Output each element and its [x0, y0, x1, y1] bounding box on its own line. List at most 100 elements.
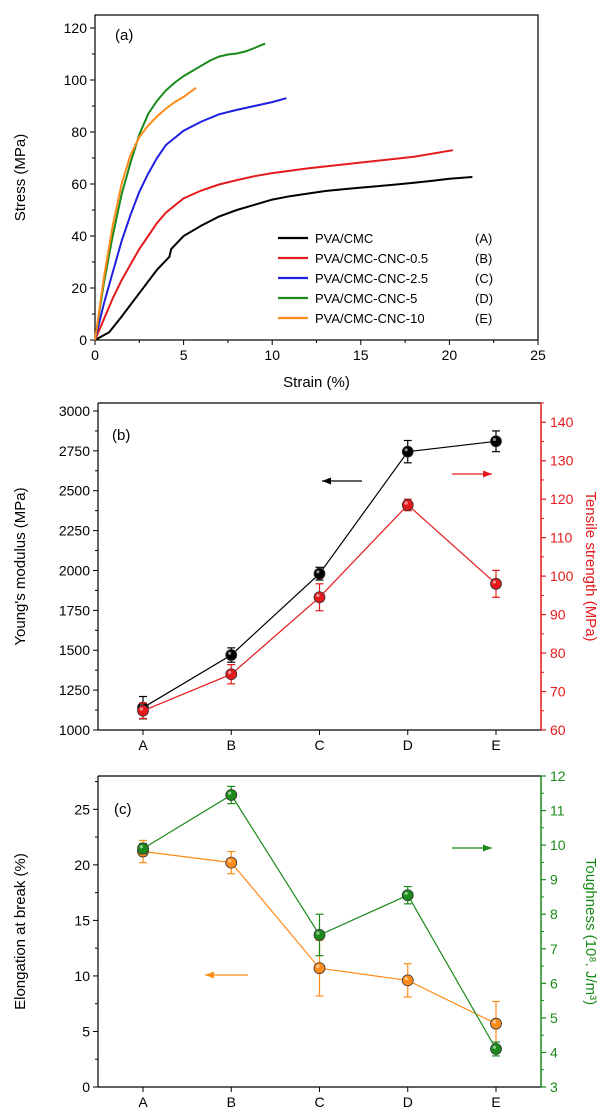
b-data-point-A [137, 704, 149, 717]
c-y-tick-label-15: 15 [74, 912, 90, 928]
b-y-tick-label-2750: 2750 [59, 443, 90, 459]
b-x-tick-label-C: C [314, 737, 324, 753]
c-data-point-D [401, 889, 414, 902]
c-y2-tick-label-10: 10 [550, 837, 566, 853]
legend-tag-0: (A) [475, 231, 492, 246]
b-y-tick-label-1000: 1000 [59, 722, 90, 738]
b-y-tick-label-1250: 1250 [59, 682, 90, 698]
c-point-highlight [316, 964, 320, 968]
c-y2-tick-label-8: 8 [550, 906, 558, 922]
b-y-tick-label-3000: 3000 [59, 403, 90, 419]
b-x-tick-label-B: B [227, 737, 236, 753]
c-y-tick-label-25: 25 [74, 801, 90, 817]
b-data-point-E [490, 435, 502, 448]
y-tick-label-40: 40 [71, 228, 87, 244]
legend-label-3: PVA/CMC-CNC-5 [315, 291, 417, 306]
series-line-E [94, 86, 197, 341]
panel-label-a: (a) [115, 27, 133, 44]
b-point-highlight [492, 580, 496, 584]
series-line-B [94, 149, 454, 341]
c-point-highlight [316, 931, 320, 935]
c-data-point-C [313, 962, 326, 975]
c-y2-tick-label-7: 7 [550, 941, 558, 957]
b-y-tick-label-1500: 1500 [59, 642, 90, 658]
c-y2-tick-label-11: 11 [550, 803, 565, 819]
b-y-axis-label: Young's modulus (MPa) [12, 487, 29, 645]
c-y-tick-label-10: 10 [74, 968, 90, 984]
b-y-tick-label-2000: 2000 [59, 562, 90, 578]
c-x-tick-label-B: B [227, 1094, 236, 1110]
c-data-point-B [225, 789, 238, 801]
c-data-point-E [490, 1017, 502, 1030]
b-y2-tick-label-90: 90 [550, 607, 566, 623]
legend-tag-4: (E) [475, 311, 492, 326]
b-point-highlight [228, 651, 232, 655]
c-point-highlight [404, 976, 408, 981]
c-data-point-A [137, 842, 149, 855]
c-x-tick-label-A: A [138, 1094, 148, 1110]
c-data-point-D [401, 974, 414, 987]
c-point-highlight [404, 891, 408, 896]
b-axis-arrow-1-head [483, 470, 492, 478]
c-y2-tick-label-6: 6 [550, 975, 558, 991]
c-point-highlight [228, 859, 232, 863]
b-y2-tick-label-130: 130 [550, 453, 574, 469]
y-tick-label-0: 0 [79, 332, 87, 348]
legend-label-0: PVA/CMC [315, 231, 373, 246]
c-y2-axis-label: Toughness (10⁸. J/m³) [582, 858, 599, 1005]
b-y-tick-label-2500: 2500 [59, 483, 90, 499]
c-x-tick-label-E: E [491, 1094, 500, 1110]
c-x-tick-label-D: D [403, 1094, 413, 1110]
c-y2-tick-label-9: 9 [550, 872, 558, 888]
b-point-highlight [139, 707, 143, 711]
b-data-point-D [401, 499, 414, 511]
c-point-highlight [228, 791, 232, 795]
b-y-tick-label-2250: 2250 [59, 523, 90, 539]
x-tick-label-20: 20 [442, 347, 458, 363]
c-x-tick-label-C: C [314, 1094, 324, 1110]
c-y2-tick-label-5: 5 [550, 1010, 558, 1026]
b-y2-tick-label-60: 60 [550, 722, 566, 738]
b-y2-tick-label-110: 110 [550, 530, 573, 546]
b-point-highlight [492, 437, 496, 442]
b-point-highlight [404, 501, 408, 505]
b-y2-tick-label-120: 120 [550, 491, 574, 507]
b-x-tick-label-E: E [491, 737, 500, 753]
y-tick-label-100: 100 [64, 72, 88, 88]
b-point-highlight [316, 570, 320, 574]
b-y2-tick-label-80: 80 [550, 645, 566, 661]
legend-label-2: PVA/CMC-CNC-2.5 [315, 271, 428, 286]
legend-tag-1: (B) [475, 251, 492, 266]
y-tick-label-20: 20 [71, 280, 87, 296]
b-x-tick-label-D: D [403, 737, 413, 753]
x-tick-label-5: 5 [180, 347, 188, 363]
c-axis-arrow-1-head [483, 844, 492, 852]
c-y-tick-label-20: 20 [74, 857, 90, 873]
x-tick-label-10: 10 [264, 347, 280, 363]
panel-label-b: (b) [112, 427, 130, 444]
series-line-D [94, 42, 266, 341]
b-x-tick-label-A: A [138, 737, 148, 753]
x-tick-label-25: 25 [530, 347, 546, 363]
legend-tag-2: (C) [475, 271, 493, 286]
series-line-C [94, 97, 287, 341]
x-axis-label: Strain (%) [283, 374, 350, 391]
c-point-highlight [492, 1045, 496, 1049]
y-tick-label-60: 60 [71, 176, 87, 192]
y-tick-label-120: 120 [64, 20, 88, 36]
c-data-point-E [490, 1043, 502, 1055]
b-data-point-E [490, 577, 502, 590]
b-data-point-B [225, 668, 238, 681]
b-y2-tick-label-140: 140 [550, 414, 574, 430]
c-data-point-C [313, 929, 326, 941]
b-y2-tick-label-70: 70 [550, 684, 566, 700]
c-axis-arrow-0-head [205, 971, 214, 979]
x-tick-label-0: 0 [91, 347, 99, 363]
b-data-point-C [313, 591, 326, 604]
panel-label-c: (c) [114, 801, 132, 818]
b-y-tick-label-1750: 1750 [59, 602, 90, 618]
b-data-point-D [401, 445, 414, 458]
b-point-highlight [228, 670, 232, 675]
b-axis-arrow-0-head [322, 477, 331, 485]
